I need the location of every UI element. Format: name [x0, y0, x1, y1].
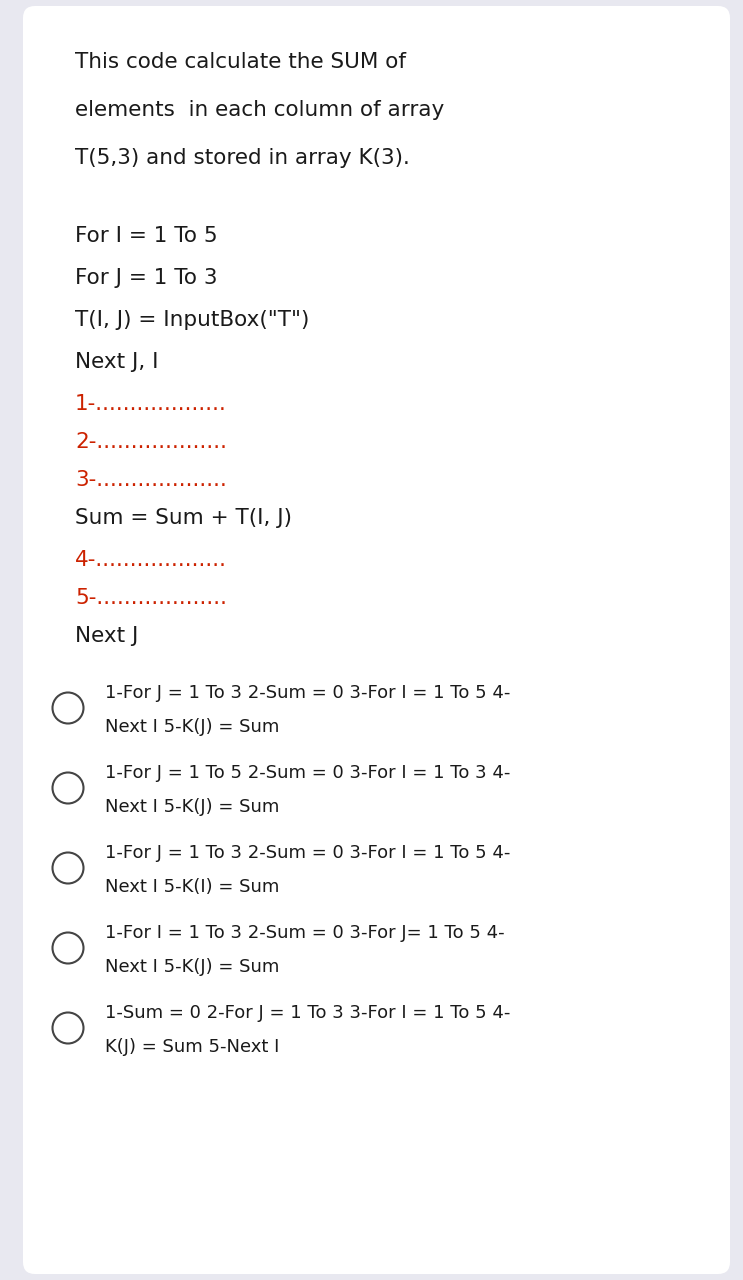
Text: T(5,3) and stored in array K(3).: T(5,3) and stored in array K(3). — [75, 148, 410, 168]
Text: Sum = Sum + T(I, J): Sum = Sum + T(I, J) — [75, 508, 292, 527]
Text: 3-...................: 3-................... — [75, 470, 227, 490]
Text: Next J, I: Next J, I — [75, 352, 158, 372]
Text: 5-...................: 5-................... — [75, 588, 227, 608]
Text: This code calculate the SUM of: This code calculate the SUM of — [75, 52, 406, 72]
Text: 2-...................: 2-................... — [75, 431, 227, 452]
Text: 1-For I = 1 To 3 2-Sum = 0 3-For J= 1 To 5 4-: 1-For I = 1 To 3 2-Sum = 0 3-For J= 1 To… — [105, 924, 504, 942]
Text: Next J: Next J — [75, 626, 138, 646]
Text: Next I 5-K(J) = Sum: Next I 5-K(J) = Sum — [105, 797, 279, 817]
Text: K(J) = Sum 5-Next I: K(J) = Sum 5-Next I — [105, 1038, 279, 1056]
Text: T(I, J) = InputBox("T"): T(I, J) = InputBox("T") — [75, 310, 309, 330]
Text: For I = 1 To 5: For I = 1 To 5 — [75, 227, 218, 246]
Text: Next I 5-K(I) = Sum: Next I 5-K(I) = Sum — [105, 878, 279, 896]
Text: elements  in each column of array: elements in each column of array — [75, 100, 444, 120]
Text: 1-For J = 1 To 3 2-Sum = 0 3-For I = 1 To 5 4-: 1-For J = 1 To 3 2-Sum = 0 3-For I = 1 T… — [105, 684, 510, 701]
Text: 1-...................: 1-................... — [75, 394, 227, 413]
Text: 1-For J = 1 To 3 2-Sum = 0 3-For I = 1 To 5 4-: 1-For J = 1 To 3 2-Sum = 0 3-For I = 1 T… — [105, 844, 510, 861]
Text: 1-For J = 1 To 5 2-Sum = 0 3-For I = 1 To 3 4-: 1-For J = 1 To 5 2-Sum = 0 3-For I = 1 T… — [105, 764, 510, 782]
FancyBboxPatch shape — [23, 6, 730, 1274]
Text: 4-...................: 4-................... — [75, 550, 227, 570]
Text: Next I 5-K(J) = Sum: Next I 5-K(J) = Sum — [105, 957, 279, 975]
Text: 1-Sum = 0 2-For J = 1 To 3 3-For I = 1 To 5 4-: 1-Sum = 0 2-For J = 1 To 3 3-For I = 1 T… — [105, 1004, 510, 1021]
Text: Next I 5-K(J) = Sum: Next I 5-K(J) = Sum — [105, 718, 279, 736]
Text: For J = 1 To 3: For J = 1 To 3 — [75, 268, 218, 288]
